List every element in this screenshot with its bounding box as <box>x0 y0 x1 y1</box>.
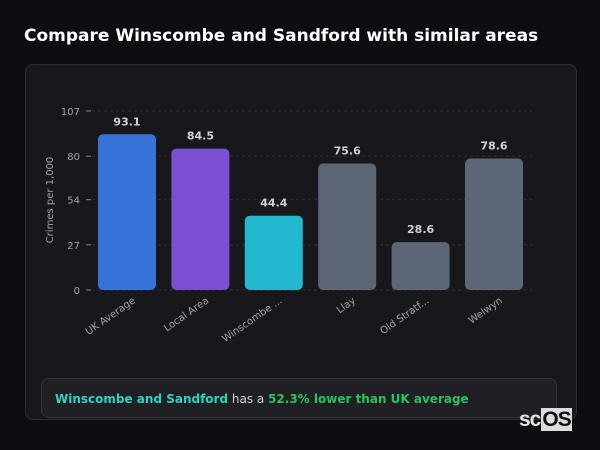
y-tick-label: 54 <box>67 196 80 207</box>
bar[interactable] <box>465 158 523 290</box>
y-tick-label: 80 <box>67 152 80 163</box>
bar[interactable] <box>244 215 303 290</box>
y-tick-label: 107 <box>61 107 80 118</box>
bar[interactable] <box>391 242 450 290</box>
bar[interactable] <box>171 148 230 290</box>
area-name: Winscombe and Sandford <box>55 392 229 406</box>
bar[interactable] <box>318 163 377 290</box>
x-tick-label: Old Stratf... <box>378 295 431 337</box>
y-axis-label: Crimes per 1,000 <box>45 157 56 244</box>
x-tick-label: Llay <box>335 295 358 316</box>
value-label: 78.6 <box>480 140 507 153</box>
x-tick-label: Local Area <box>162 295 211 334</box>
comparison-text: 52.3% lower than UK average <box>268 392 469 406</box>
summary-text: has a <box>228 392 269 406</box>
x-tick-label: UK Average <box>84 295 138 337</box>
x-tick-label: Welwyn <box>467 295 505 326</box>
page-title: Compare Winscombe and Sandford with simi… <box>24 26 539 46</box>
y-tick-label: 0 <box>74 286 80 297</box>
value-label: 28.6 <box>407 223 434 236</box>
scos-logo: scOS <box>518 408 572 432</box>
value-label: 44.4 <box>260 197 287 210</box>
value-label: 84.5 <box>187 130 214 143</box>
summary-banner: Winscombe and Sandford has a 52.3% lower… <box>41 378 557 418</box>
bar[interactable] <box>98 134 156 290</box>
value-label: 93.1 <box>113 115 140 128</box>
logo-sc: sc <box>519 408 541 431</box>
value-label: 75.6 <box>334 145 361 158</box>
x-tick-label: Winscombe ... <box>220 295 284 344</box>
y-tick-label: 27 <box>67 241 80 252</box>
logo-os: OS <box>541 408 572 431</box>
